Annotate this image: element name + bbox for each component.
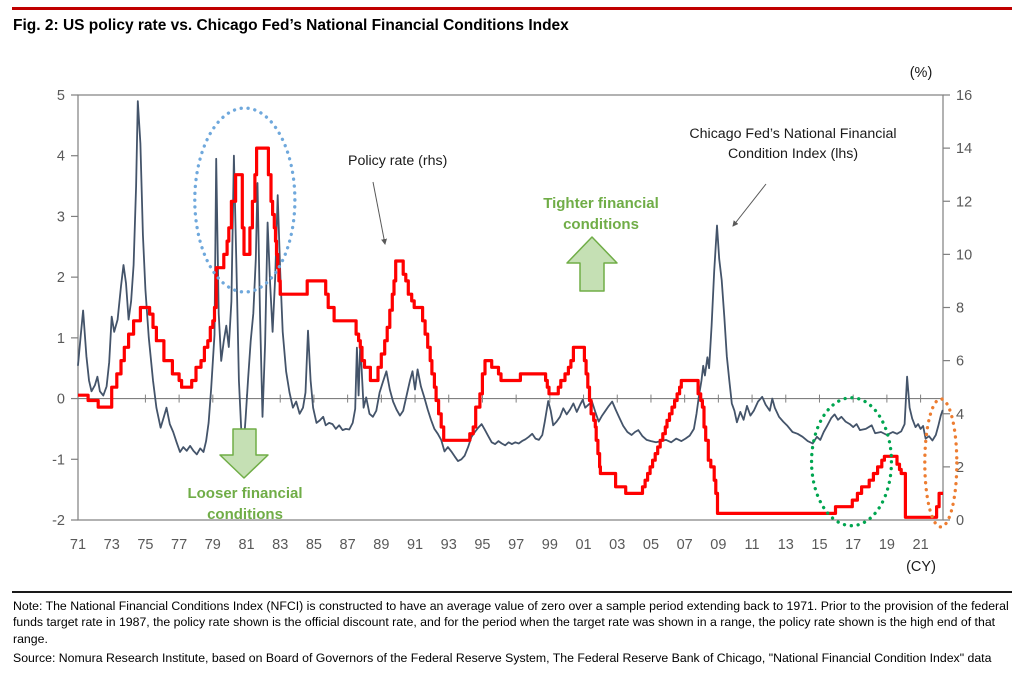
x-tick-label: 89 <box>373 537 389 553</box>
tighter-conditions-label: Tighter financial conditions <box>543 195 659 233</box>
x-tick-label: 03 <box>609 537 625 553</box>
x-tick-label: 83 <box>272 537 288 553</box>
x-tick-label: 95 <box>474 537 490 553</box>
left-tick-label: 4 <box>57 149 65 165</box>
looser-conditions-label: Looser financial conditions <box>187 485 303 523</box>
x-tick-label: 99 <box>542 537 558 553</box>
x-tick-label: 87 <box>340 537 356 553</box>
policy-rate-line <box>78 146 943 519</box>
x-axis-unit-label: (CY) <box>906 559 936 575</box>
x-tick-label: 01 <box>575 537 591 553</box>
x-tick-label: 19 <box>879 537 895 553</box>
tighter-up-arrow-icon <box>566 236 618 292</box>
x-tick-label: 15 <box>811 537 827 553</box>
current-hiking-ellipse <box>923 397 959 529</box>
x-tick-label: 97 <box>508 537 524 553</box>
nfci-pointer-arrow <box>732 183 767 227</box>
left-tick-label: 5 <box>57 88 65 104</box>
right-tick-label: 8 <box>956 301 964 317</box>
left-tick-label: 3 <box>57 209 65 225</box>
policy-rate-pointer-arrow <box>372 181 387 245</box>
figure-title: Fig. 2: US policy rate vs. Chicago Fed’s… <box>13 17 569 34</box>
note-text: Note: The National Financial Conditions … <box>13 599 1009 646</box>
policy-rate-series-label: Policy rate (rhs) <box>348 153 448 169</box>
x-tick-label: 11 <box>745 537 760 553</box>
right-axis-unit-label: (%) <box>909 65 933 81</box>
source-text: Source: Nomura Research Institute, based… <box>13 651 992 665</box>
x-tick-label: 81 <box>238 537 254 553</box>
x-tick-label: 71 <box>70 537 86 553</box>
x-tick-label: 09 <box>710 537 726 553</box>
right-tick-label: 6 <box>956 354 964 370</box>
right-tick-label: 4 <box>956 407 964 423</box>
left-tick-label: 2 <box>57 270 65 286</box>
x-tick-label: 85 <box>306 537 322 553</box>
x-tick-label: 73 <box>104 537 120 553</box>
looser-down-arrow-icon <box>219 428 269 479</box>
x-tick-label: 07 <box>677 537 693 553</box>
x-tick-label: 05 <box>643 537 659 553</box>
x-tick-label: 91 <box>407 537 423 553</box>
x-tick-label: 13 <box>778 537 794 553</box>
footer-rule <box>12 591 1012 593</box>
right-tick-label: 2 <box>956 460 964 476</box>
left-tick-label: 0 <box>57 392 65 408</box>
right-tick-label: 14 <box>956 141 972 157</box>
right-tick-label: 10 <box>956 247 972 263</box>
x-tick-label: 17 <box>845 537 861 553</box>
gradual-hiking-ellipse <box>809 396 894 528</box>
x-tick-label: 79 <box>205 537 221 553</box>
volcker-tightening-ellipse <box>193 106 297 294</box>
left-tick-label: -2 <box>52 513 65 529</box>
left-tick-label: 1 <box>57 331 65 347</box>
x-tick-label: 77 <box>171 537 187 553</box>
nfci-series-label: Chicago Fed’s National Financial Conditi… <box>689 126 897 162</box>
right-tick-label: 12 <box>956 194 972 210</box>
title-rule <box>12 7 1012 10</box>
nfci-line <box>77 100 944 463</box>
left-tick-label: -1 <box>52 452 65 468</box>
x-tick-label: 93 <box>441 537 457 553</box>
x-tick-label: 75 <box>137 537 153 553</box>
x-tick-label: 21 <box>913 537 929 553</box>
right-tick-label: 16 <box>956 88 972 104</box>
right-tick-label: 0 <box>956 513 964 529</box>
